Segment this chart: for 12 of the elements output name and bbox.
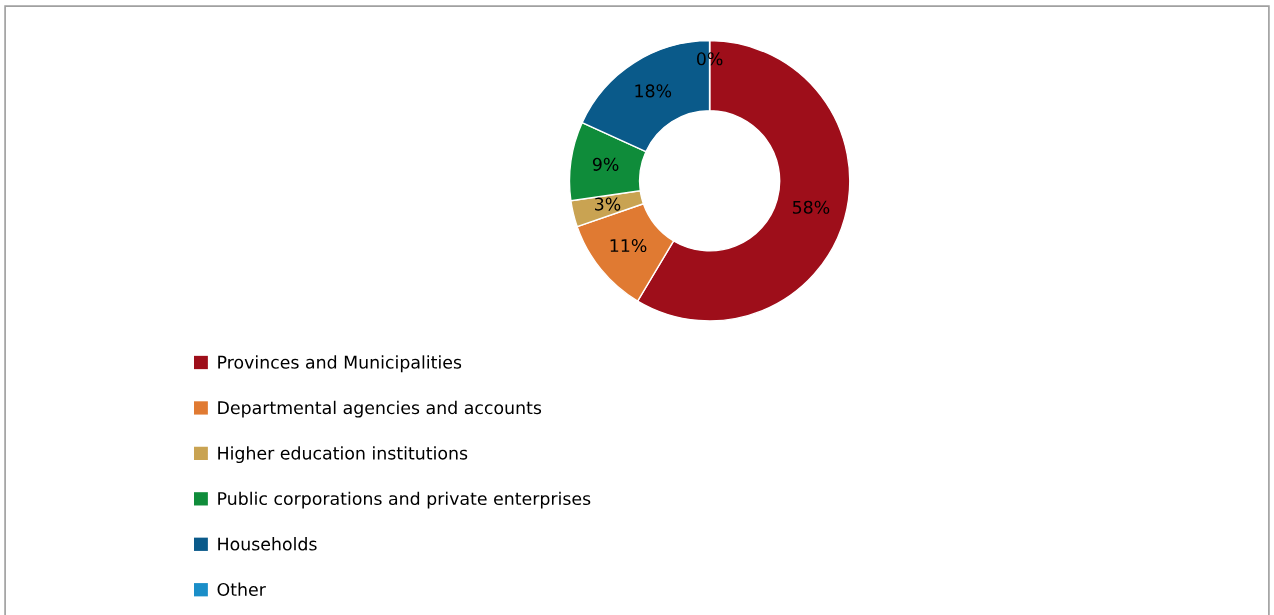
text: 0%	[696, 52, 723, 66]
data-label: 3%	[595, 197, 621, 211]
data-label: 58%	[792, 200, 830, 214]
legend-label: Departmental agencies and accounts	[218, 400, 542, 418]
legend-label: Provinces and Municipalities	[218, 355, 462, 373]
data-label: 9%	[592, 157, 619, 171]
data-label: 18%	[635, 84, 672, 98]
legend-label: Higher education institutions	[218, 446, 468, 464]
legend-label: Public corporations and private enterprises	[218, 491, 591, 509]
legend-label: Households	[218, 537, 317, 551]
legend-label: Other	[217, 582, 266, 597]
data-label: 11%	[610, 238, 647, 253]
